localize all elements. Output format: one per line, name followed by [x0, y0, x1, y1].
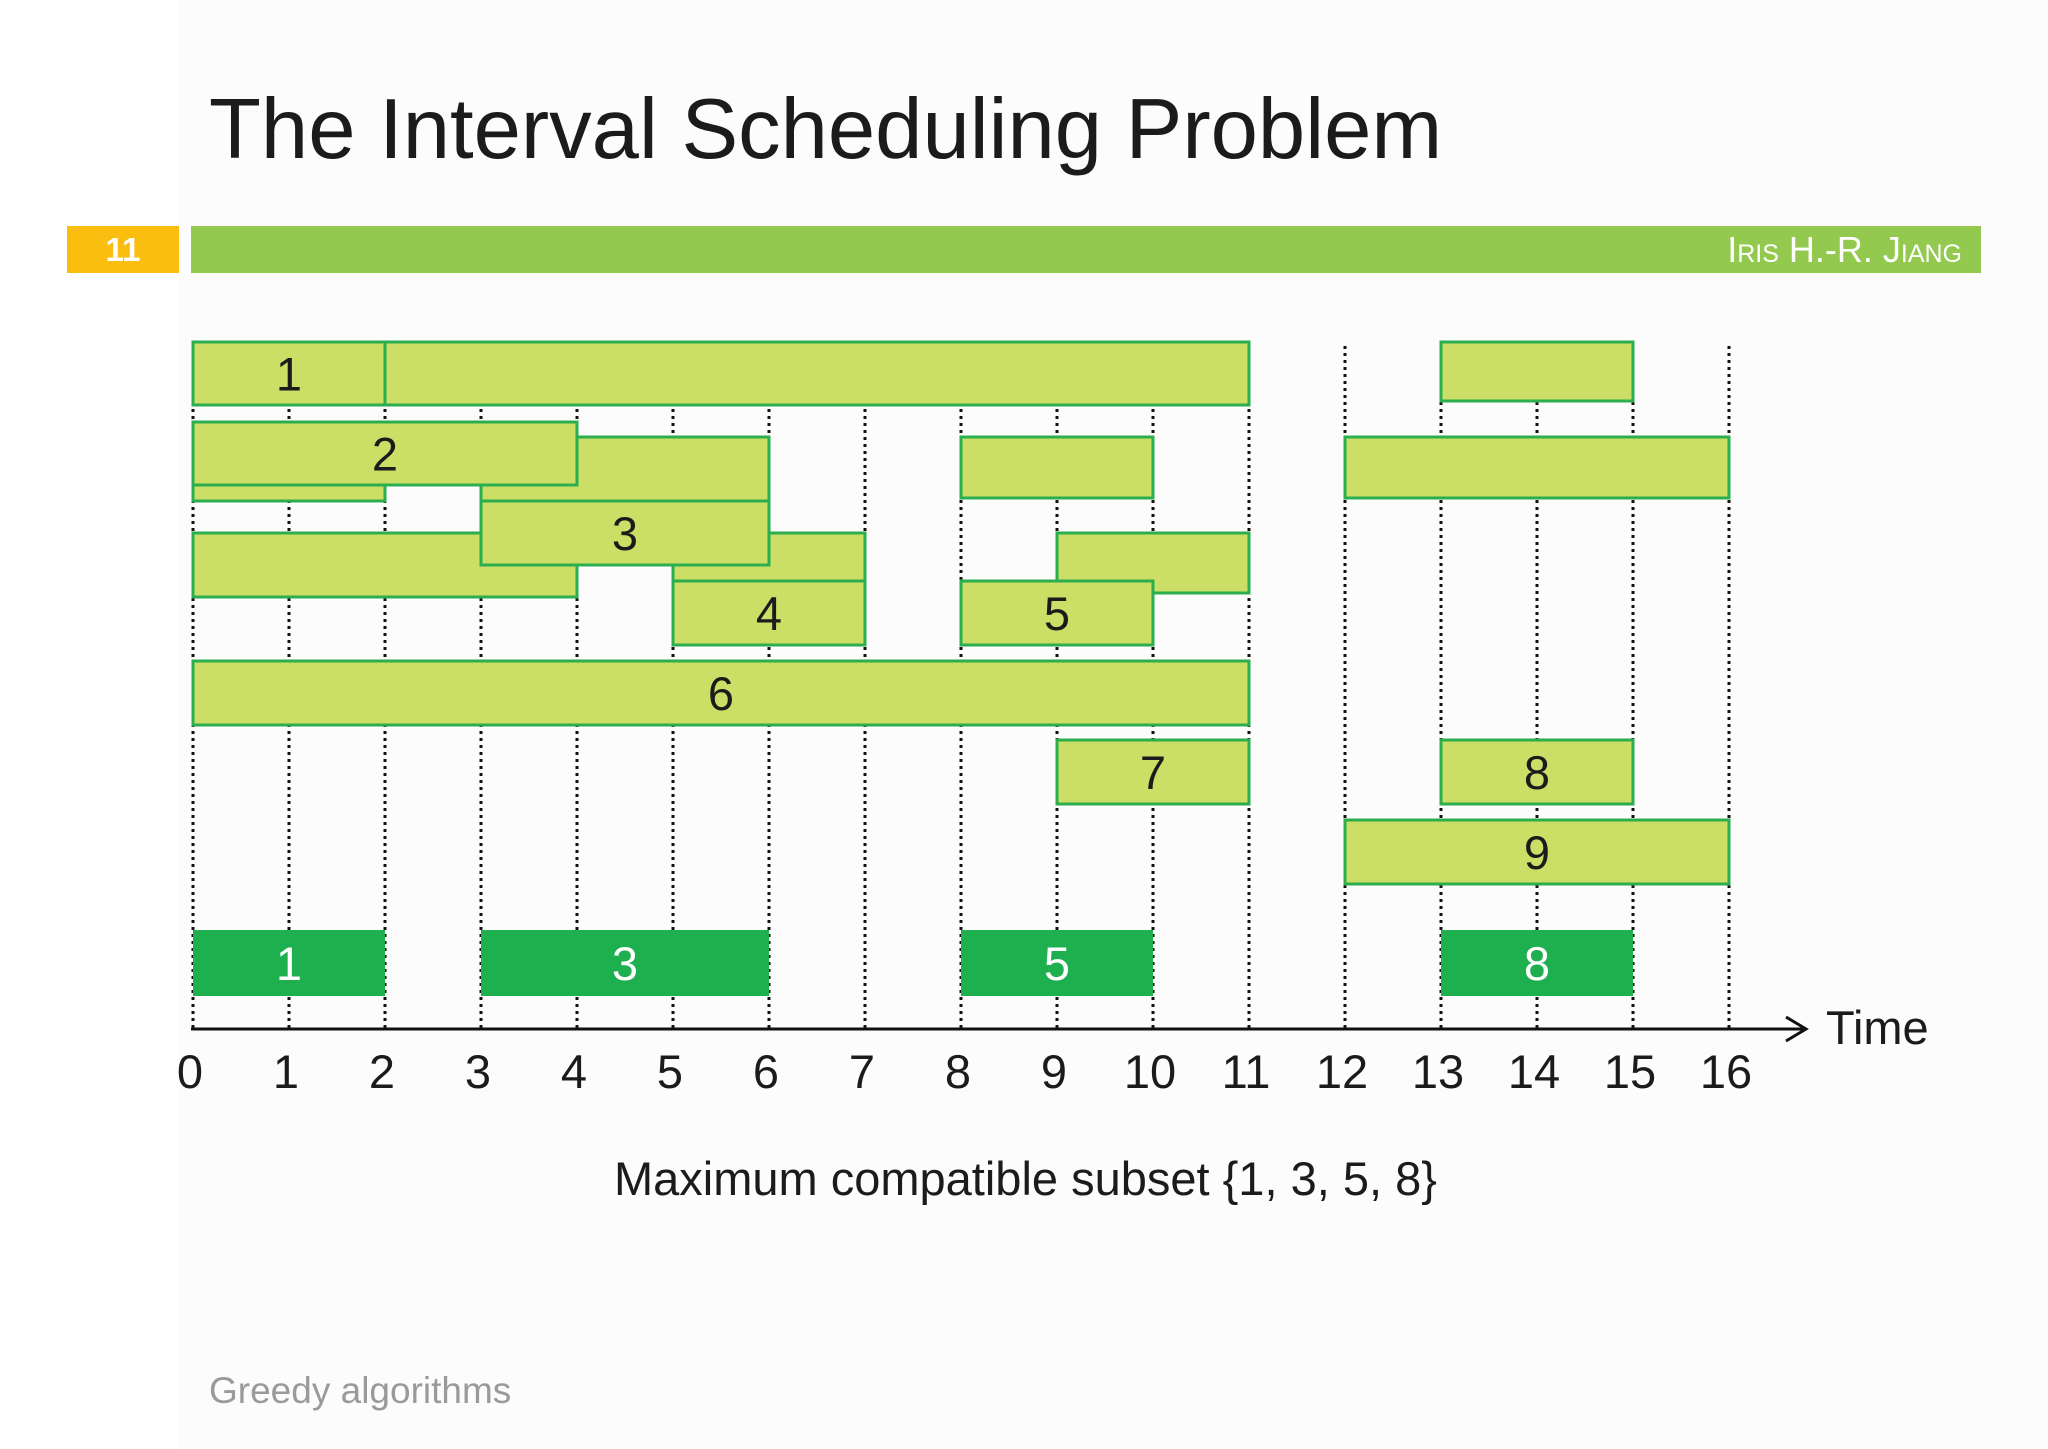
selected-interval-1: 1: [193, 930, 385, 996]
axis-tick-label: 6: [753, 1045, 779, 1098]
interval-bar: [1439, 738, 1635, 806]
interval-unlabeled: [1439, 340, 1635, 403]
interval-label: 5: [1044, 587, 1070, 640]
selected-interval-bars: 1 3 5 8: [193, 930, 1633, 996]
selected-interval-5: 5: [961, 930, 1153, 996]
interval-unlabeled: [1343, 435, 1731, 500]
interval-label: 9: [1524, 826, 1550, 879]
interval-9: 9: [1343, 818, 1731, 886]
interval-bar: [1439, 340, 1635, 403]
interval-2: 2: [191, 420, 579, 487]
axis-tick-label: 3: [465, 1045, 491, 1098]
interval-3: 3: [479, 499, 771, 567]
slide-number-badge: 11: [67, 226, 179, 273]
axis-tick-label: 1: [273, 1045, 299, 1098]
interval-4: 4: [671, 579, 867, 647]
author-name: Iris H.-R. Jiang: [1727, 228, 1962, 270]
interval-bar: [191, 340, 387, 407]
header-bar: Iris H.-R. Jiang: [191, 226, 1981, 273]
axis-tick-label: 10: [1124, 1045, 1176, 1098]
interval-bar: [1343, 435, 1731, 500]
axis-tick-label: 2: [369, 1045, 395, 1098]
interval-bar: [383, 340, 1251, 407]
axis-tick-label: 4: [561, 1045, 587, 1098]
axis-tick-label: 13: [1412, 1045, 1464, 1098]
axis-tick-label: 7: [849, 1045, 875, 1098]
interval-bar: [479, 499, 771, 567]
interval-label: 4: [756, 587, 782, 640]
interval-7: 7: [1055, 738, 1251, 806]
interval-bar: [1055, 738, 1251, 806]
axis-tick-label: 5: [657, 1045, 683, 1098]
axis-tick-label: 12: [1316, 1045, 1368, 1098]
slide-title: The Interval Scheduling Problem: [209, 82, 1443, 177]
interval-bar: [671, 579, 867, 647]
selected-interval-3: 3: [481, 930, 769, 996]
interval-6: 6: [191, 659, 1251, 727]
interval-bar: [959, 435, 1155, 500]
interval-label: 6: [708, 667, 734, 720]
interval-bar: [1343, 818, 1731, 886]
selected-interval-8: 8: [1441, 930, 1633, 996]
axis-tick-label: 14: [1508, 1045, 1560, 1098]
axis-tick-label: 8: [945, 1045, 971, 1098]
slide-number: 11: [105, 231, 141, 268]
selected-interval-bar: [481, 930, 769, 996]
selected-interval-label: 3: [612, 937, 638, 990]
selected-interval-label: 1: [276, 937, 302, 990]
interval-unlabeled: [959, 435, 1155, 500]
axis-tick-label: 0: [177, 1045, 203, 1098]
axis-arrow-icon: [1785, 1015, 1809, 1043]
interval-bars: 1 2 3 4 5 6 7 8 9: [191, 340, 1731, 886]
interval-5: 5: [959, 579, 1155, 647]
selected-interval-label: 8: [1524, 937, 1550, 990]
interval-unlabeled: [383, 340, 1251, 407]
interval-8: 8: [1439, 738, 1635, 806]
axis-tick-label: 16: [1700, 1045, 1752, 1098]
footer-topic: Greedy algorithms: [209, 1370, 512, 1411]
selected-interval-bar: [961, 930, 1153, 996]
interval-label: 2: [372, 428, 398, 481]
interval-label: 7: [1140, 746, 1166, 799]
diagram-caption: Maximum compatible subset {1, 3, 5, 8}: [614, 1152, 1437, 1205]
axis-tick-label: 9: [1041, 1045, 1067, 1098]
axis-tick-label: 11: [1222, 1045, 1271, 1098]
interval-bar: [191, 420, 579, 487]
interval-1: 1: [191, 340, 387, 407]
interval-label: 3: [612, 507, 638, 560]
selected-interval-label: 5: [1044, 937, 1070, 990]
axis-title: Time: [1826, 1001, 1929, 1054]
interval-bar: [191, 659, 1251, 727]
interval-bar: [959, 579, 1155, 647]
selected-interval-bar: [193, 930, 385, 996]
interval-label: 1: [276, 348, 302, 401]
selected-interval-bar: [1441, 930, 1633, 996]
axis-tick-label: 15: [1604, 1045, 1656, 1098]
interval-label: 8: [1524, 746, 1550, 799]
